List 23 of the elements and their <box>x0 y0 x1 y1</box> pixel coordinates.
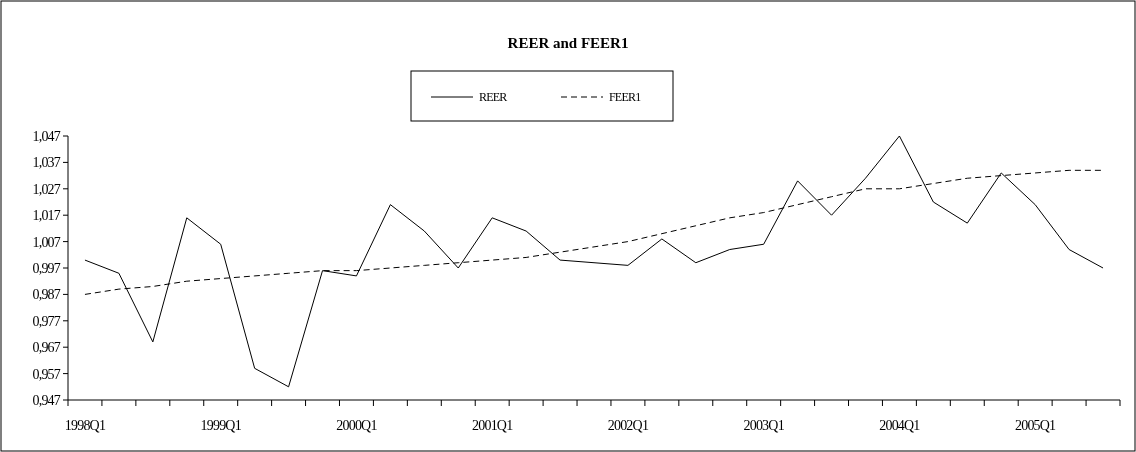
x-tick-label: 2000Q1 <box>336 418 378 433</box>
y-tick-label: 1,037 <box>32 155 61 171</box>
y-tick-label: 0,987 <box>32 287 61 303</box>
x-tick-label: 2003Q1 <box>743 418 785 433</box>
y-tick-label: 1,027 <box>32 181 61 197</box>
legend-label: REER <box>479 90 508 105</box>
y-tick-label: 0,947 <box>32 392 61 408</box>
y-tick-label: 0,967 <box>32 340 61 356</box>
y-tick-label: 1,017 <box>32 208 61 224</box>
x-tick-label: 1999Q1 <box>200 418 242 433</box>
chart-title: REER and FEER1 <box>507 35 629 51</box>
x-tick-label: 2005Q1 <box>1015 418 1057 433</box>
x-tick-label: 1998Q1 <box>64 418 106 433</box>
x-tick-label: 2001Q1 <box>472 418 514 433</box>
y-tick-label: 0,997 <box>32 260 61 276</box>
y-tick-label: 0,977 <box>32 313 61 329</box>
legend-label: FEER1 <box>609 90 642 105</box>
x-tick-label: 2004Q1 <box>879 418 921 433</box>
y-tick-label: 1,007 <box>32 234 61 250</box>
x-tick-label: 2002Q1 <box>607 418 649 433</box>
y-tick-label: 0,957 <box>32 366 61 382</box>
y-tick-label: 1,047 <box>32 128 61 144</box>
line-series <box>84 135 1104 388</box>
